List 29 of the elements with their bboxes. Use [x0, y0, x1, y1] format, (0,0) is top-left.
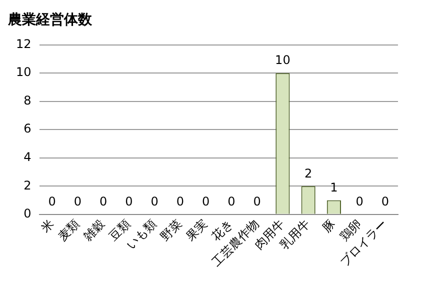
- data-label: 0: [100, 194, 108, 209]
- y-tick-label: 10: [16, 65, 32, 80]
- x-tick-label: 果実: [183, 216, 210, 244]
- data-label: 0: [381, 194, 390, 209]
- y-tick-label: 12: [16, 36, 32, 51]
- y-tick-label: 6: [24, 122, 32, 136]
- x-tick-label: 麦類: [55, 216, 82, 244]
- x-tick-label: 豚: [320, 216, 338, 236]
- y-tick-label: 8: [24, 93, 32, 108]
- x-tick-label: 米: [38, 216, 56, 236]
- data-label: 0: [202, 194, 210, 209]
- data-label: 0: [356, 194, 364, 209]
- data-label: 1: [330, 180, 338, 194]
- chart-title: 農業経営体数: [7, 12, 93, 28]
- data-label: 0: [253, 194, 261, 209]
- x-tick-label: 豆類: [106, 216, 134, 244]
- data-label: 2: [304, 166, 312, 180]
- y-tick-label: 4: [24, 150, 32, 164]
- data-label: 0: [48, 194, 56, 209]
- data-label: 0: [74, 194, 82, 209]
- x-tick-label: 野菜: [158, 216, 185, 244]
- data-label: 10: [275, 53, 290, 68]
- data-label: 0: [228, 194, 236, 209]
- x-tick-label: 雑穀: [80, 216, 108, 244]
- data-label: 0: [125, 194, 133, 209]
- y-tick-label: 0: [24, 206, 32, 221]
- data-label: 0: [150, 194, 158, 209]
- data-label: 0: [176, 194, 184, 209]
- y-tick-label: 2: [24, 178, 32, 192]
